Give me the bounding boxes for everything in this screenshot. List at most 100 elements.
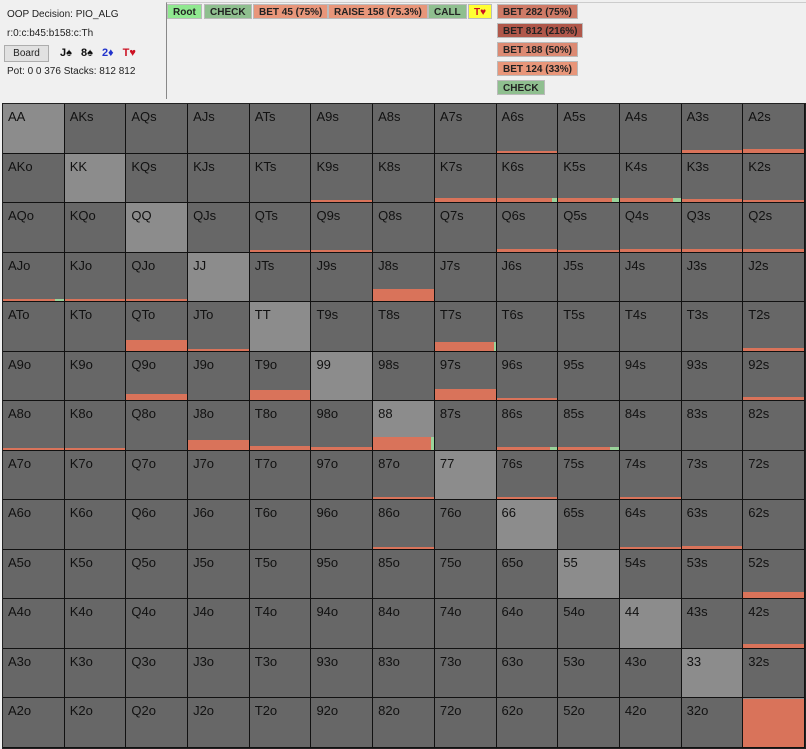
hand-cell-T3s[interactable]: T3s bbox=[681, 302, 744, 352]
hand-cell-K2s[interactable]: K2s bbox=[743, 153, 805, 204]
hand-cell-Q3o[interactable]: Q3o bbox=[126, 648, 189, 699]
hand-cell-63s[interactable]: 63s bbox=[681, 500, 744, 550]
hand-cell-T9s[interactable]: T9s bbox=[311, 302, 374, 352]
hand-cell-QTo[interactable]: QTo bbox=[126, 302, 189, 352]
hand-cell-K7s[interactable]: K7s bbox=[434, 153, 497, 204]
hand-cell-84s[interactable]: 84s bbox=[619, 401, 682, 451]
tree-node-t[interactable]: T♥ bbox=[468, 4, 493, 19]
hand-cell-72o[interactable]: 72o bbox=[434, 698, 497, 748]
hand-cell-AQo[interactable]: AQo bbox=[3, 203, 65, 253]
hand-cell-55[interactable]: 55 bbox=[558, 549, 620, 600]
hand-cell-33[interactable]: 33 bbox=[681, 648, 744, 699]
hand-cell-J5o[interactable]: J5o bbox=[188, 549, 250, 600]
tree-node-bet-45-75[interactable]: BET 45 (75%) bbox=[253, 4, 329, 19]
hand-cell-88[interactable]: 88 bbox=[373, 401, 435, 451]
action-option-bet-282-75[interactable]: BET 282 (75%) bbox=[497, 4, 578, 19]
hand-cell-73s[interactable]: 73s bbox=[681, 450, 744, 501]
hand-cell-J7o[interactable]: J7o bbox=[188, 450, 250, 501]
action-option-bet-812-216[interactable]: BET 812 (216%) bbox=[497, 23, 584, 38]
hand-cell-99[interactable]: 99 bbox=[311, 351, 374, 402]
hand-cell-84o[interactable]: 84o bbox=[373, 599, 435, 649]
hand-cell-QJo[interactable]: QJo bbox=[126, 252, 189, 303]
hand-cell-76s[interactable]: 76s bbox=[496, 450, 559, 501]
hand-cell-42o[interactable]: 42o bbox=[619, 698, 682, 748]
hand-cell-A3s[interactable]: A3s bbox=[681, 104, 744, 154]
hand-cell-T7o[interactable]: T7o bbox=[249, 450, 312, 501]
hand-cell-ATo[interactable]: ATo bbox=[3, 302, 65, 352]
hand-cell-K3o[interactable]: K3o bbox=[64, 648, 127, 699]
hand-cell-T6o[interactable]: T6o bbox=[249, 500, 312, 550]
hand-cell-98s[interactable]: 98s bbox=[373, 351, 435, 402]
hand-cell-54s[interactable]: 54s bbox=[619, 549, 682, 600]
hand-cell-87s[interactable]: 87s bbox=[434, 401, 497, 451]
hand-cell-K7o[interactable]: K7o bbox=[64, 450, 127, 501]
hand-cell-J7s[interactable]: J7s bbox=[434, 252, 497, 303]
hand-cell-A7o[interactable]: A7o bbox=[3, 450, 65, 501]
hand-cell-J8s[interactable]: J8s bbox=[373, 252, 435, 303]
hand-cell-T4s[interactable]: T4s bbox=[619, 302, 682, 352]
hand-cell-Q2o[interactable]: Q2o bbox=[126, 698, 189, 748]
action-option-bet-188-50[interactable]: BET 188 (50%) bbox=[497, 42, 578, 57]
hand-cell-96s[interactable]: 96s bbox=[496, 351, 559, 402]
hand-cell-74o[interactable]: 74o bbox=[434, 599, 497, 649]
hand-cell-AA[interactable]: AA bbox=[3, 104, 65, 154]
hand-cell-Q5o[interactable]: Q5o bbox=[126, 549, 189, 600]
hand-cell-86s[interactable]: 86s bbox=[496, 401, 559, 451]
hand-cell-QJs[interactable]: QJs bbox=[188, 203, 250, 253]
hand-cell-T7s[interactable]: T7s bbox=[434, 302, 497, 352]
hand-cell-93s[interactable]: 93s bbox=[681, 351, 744, 402]
hand-cell-K9s[interactable]: K9s bbox=[311, 153, 374, 204]
hand-cell-K5o[interactable]: K5o bbox=[64, 549, 127, 600]
hand-cell-Q7s[interactable]: Q7s bbox=[434, 203, 497, 253]
hand-cell-AKo[interactable]: AKo bbox=[3, 153, 65, 204]
hand-cell-K6s[interactable]: K6s bbox=[496, 153, 559, 204]
hand-cell-64s[interactable]: 64s bbox=[619, 500, 682, 550]
hand-cell-87o[interactable]: 87o bbox=[373, 450, 435, 501]
hand-cell-T3o[interactable]: T3o bbox=[249, 648, 312, 699]
hand-cell-65s[interactable]: 65s bbox=[558, 500, 620, 550]
hand-cell-J4s[interactable]: J4s bbox=[619, 252, 682, 303]
hand-cell-43s[interactable]: 43s bbox=[681, 599, 744, 649]
hand-cell-Q6s[interactable]: Q6s bbox=[496, 203, 559, 253]
hand-cell-73o[interactable]: 73o bbox=[434, 648, 497, 699]
hand-cell-95s[interactable]: 95s bbox=[558, 351, 620, 402]
hand-cell-J9s[interactable]: J9s bbox=[311, 252, 374, 303]
hand-cell-J2s[interactable]: J2s bbox=[743, 252, 805, 303]
hand-cell-K8s[interactable]: K8s bbox=[373, 153, 435, 204]
hand-cell-T2o[interactable]: T2o bbox=[249, 698, 312, 748]
hand-cell-42s[interactable]: 42s bbox=[743, 599, 805, 649]
hand-cell-AJo[interactable]: AJo bbox=[3, 252, 65, 303]
hand-cell-A4o[interactable]: A4o bbox=[3, 599, 65, 649]
hand-cell-AJs[interactable]: AJs bbox=[188, 104, 250, 154]
hand-cell-QTs[interactable]: QTs bbox=[249, 203, 312, 253]
hand-cell-62s[interactable]: 62s bbox=[743, 500, 805, 550]
hand-cell-52s[interactable]: 52s bbox=[743, 549, 805, 600]
hand-cell-J4o[interactable]: J4o bbox=[188, 599, 250, 649]
hand-cell-A5s[interactable]: A5s bbox=[558, 104, 620, 154]
hand-cell-85s[interactable]: 85s bbox=[558, 401, 620, 451]
hand-cell-A4s[interactable]: A4s bbox=[619, 104, 682, 154]
hand-cell-K2o[interactable]: K2o bbox=[64, 698, 127, 748]
hand-cell-54o[interactable]: 54o bbox=[558, 599, 620, 649]
hand-cell-Q2s[interactable]: Q2s bbox=[743, 203, 805, 253]
hand-cell-97o[interactable]: 97o bbox=[311, 450, 374, 501]
hand-cell-KQo[interactable]: KQo bbox=[64, 203, 127, 253]
hand-cell-93o[interactable]: 93o bbox=[311, 648, 374, 699]
hand-cell-JTo[interactable]: JTo bbox=[188, 302, 250, 352]
hand-cell-KQs[interactable]: KQs bbox=[126, 153, 189, 204]
hand-cell-A9o[interactable]: A9o bbox=[3, 351, 65, 402]
hand-cell-AKs[interactable]: AKs bbox=[64, 104, 127, 154]
hand-cell-96o[interactable]: 96o bbox=[311, 500, 374, 550]
hand-cell-A9s[interactable]: A9s bbox=[311, 104, 374, 154]
hand-cell-JJ[interactable]: JJ bbox=[188, 252, 250, 303]
hand-cell-43o[interactable]: 43o bbox=[619, 648, 682, 699]
hand-cell-64o[interactable]: 64o bbox=[496, 599, 559, 649]
tree-node-root[interactable]: Root bbox=[167, 4, 202, 19]
hand-cell-TT[interactable]: TT bbox=[249, 302, 312, 352]
hand-cell-A6s[interactable]: A6s bbox=[496, 104, 559, 154]
hand-cell-T4o[interactable]: T4o bbox=[249, 599, 312, 649]
hand-cell-J2o[interactable]: J2o bbox=[188, 698, 250, 748]
hand-cell-74s[interactable]: 74s bbox=[619, 450, 682, 501]
hand-cell-A3o[interactable]: A3o bbox=[3, 648, 65, 699]
hand-cell-J8o[interactable]: J8o bbox=[188, 401, 250, 451]
